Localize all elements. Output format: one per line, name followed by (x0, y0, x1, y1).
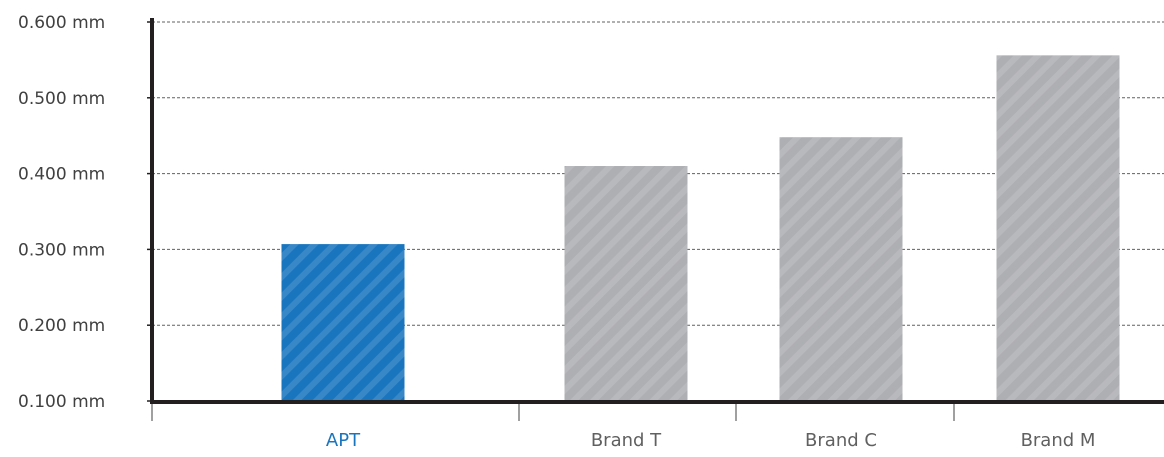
x-tick-label: APT (326, 430, 361, 451)
bar-stripe-overlay (281, 244, 405, 401)
bars (281, 55, 1120, 402)
y-tick-label: 0.500 mm (18, 89, 105, 109)
axes (147, 18, 1164, 421)
y-tick-label: 0.300 mm (18, 240, 105, 260)
bar-stripe-overlay (996, 55, 1120, 402)
tick-labels: 0.100 mm 0.200 mm 0.300 mm 0.400 mm 0.500 mm… (18, 13, 1095, 451)
y-tick-label: 0.600 mm (18, 13, 105, 33)
x-tick-label: Brand C (805, 430, 877, 451)
x-tick-label: Brand T (591, 430, 662, 451)
y-tick-label: 0.200 mm (18, 316, 105, 336)
y-tick-label: 0.400 mm (18, 165, 105, 185)
bar-stripe-overlay (564, 166, 688, 401)
x-tick-label: Brand M (1021, 430, 1096, 451)
bar-stripe-overlay (779, 137, 903, 401)
y-tick-label: 0.100 mm (18, 392, 105, 412)
